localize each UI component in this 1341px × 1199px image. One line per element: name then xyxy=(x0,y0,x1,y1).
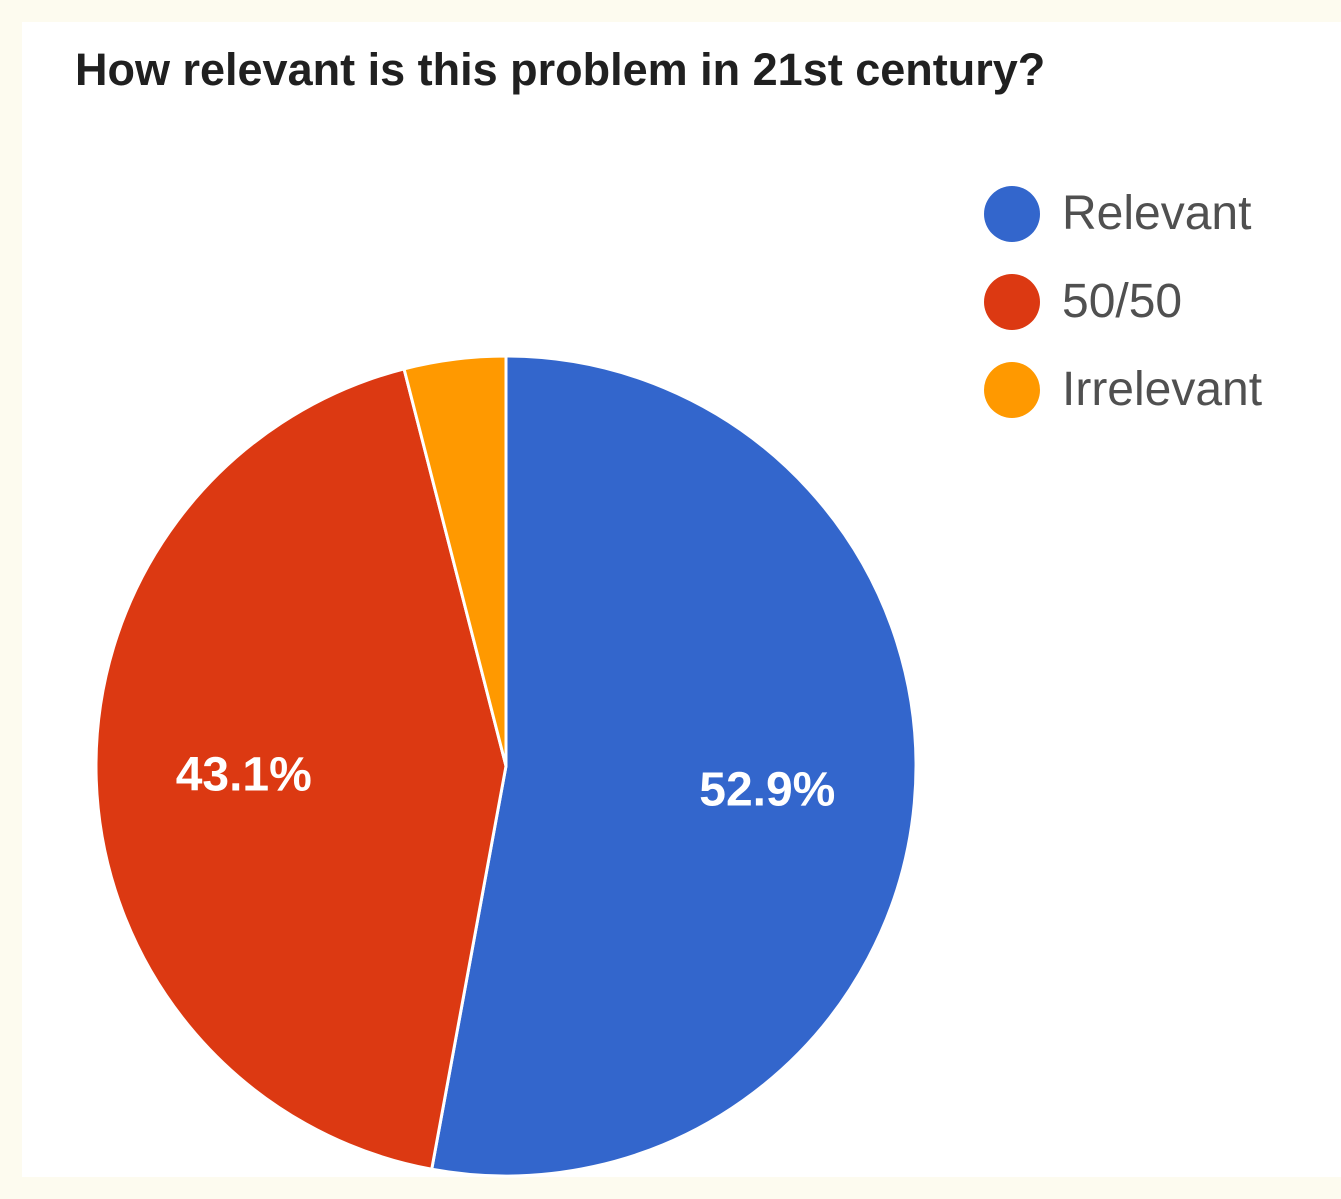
pie-slice-relevant xyxy=(429,354,918,1178)
legend-swatch-50-50 xyxy=(984,274,1040,330)
legend-label-relevant: Relevant xyxy=(1062,187,1252,240)
legend-label-irrelevant: Irrelevant xyxy=(1062,363,1263,416)
slice-label-50-50: 43.1% xyxy=(176,749,312,802)
legend-label-50-50: 50/50 xyxy=(1062,275,1183,328)
legend-swatch-irrelevant xyxy=(984,362,1040,418)
pie-slice-irrelevant xyxy=(402,354,508,767)
pie-chart: 52.9% 43.1% xyxy=(94,354,918,1178)
pie-slice-50-50 xyxy=(94,367,508,1171)
legend-swatch-relevant xyxy=(984,186,1040,242)
chart-card: How relevant is this problem in 21st cen… xyxy=(22,22,1341,1178)
slice-label-relevant: 52.9% xyxy=(699,763,835,816)
chart-title: How relevant is this problem in 21st cen… xyxy=(75,44,1046,95)
